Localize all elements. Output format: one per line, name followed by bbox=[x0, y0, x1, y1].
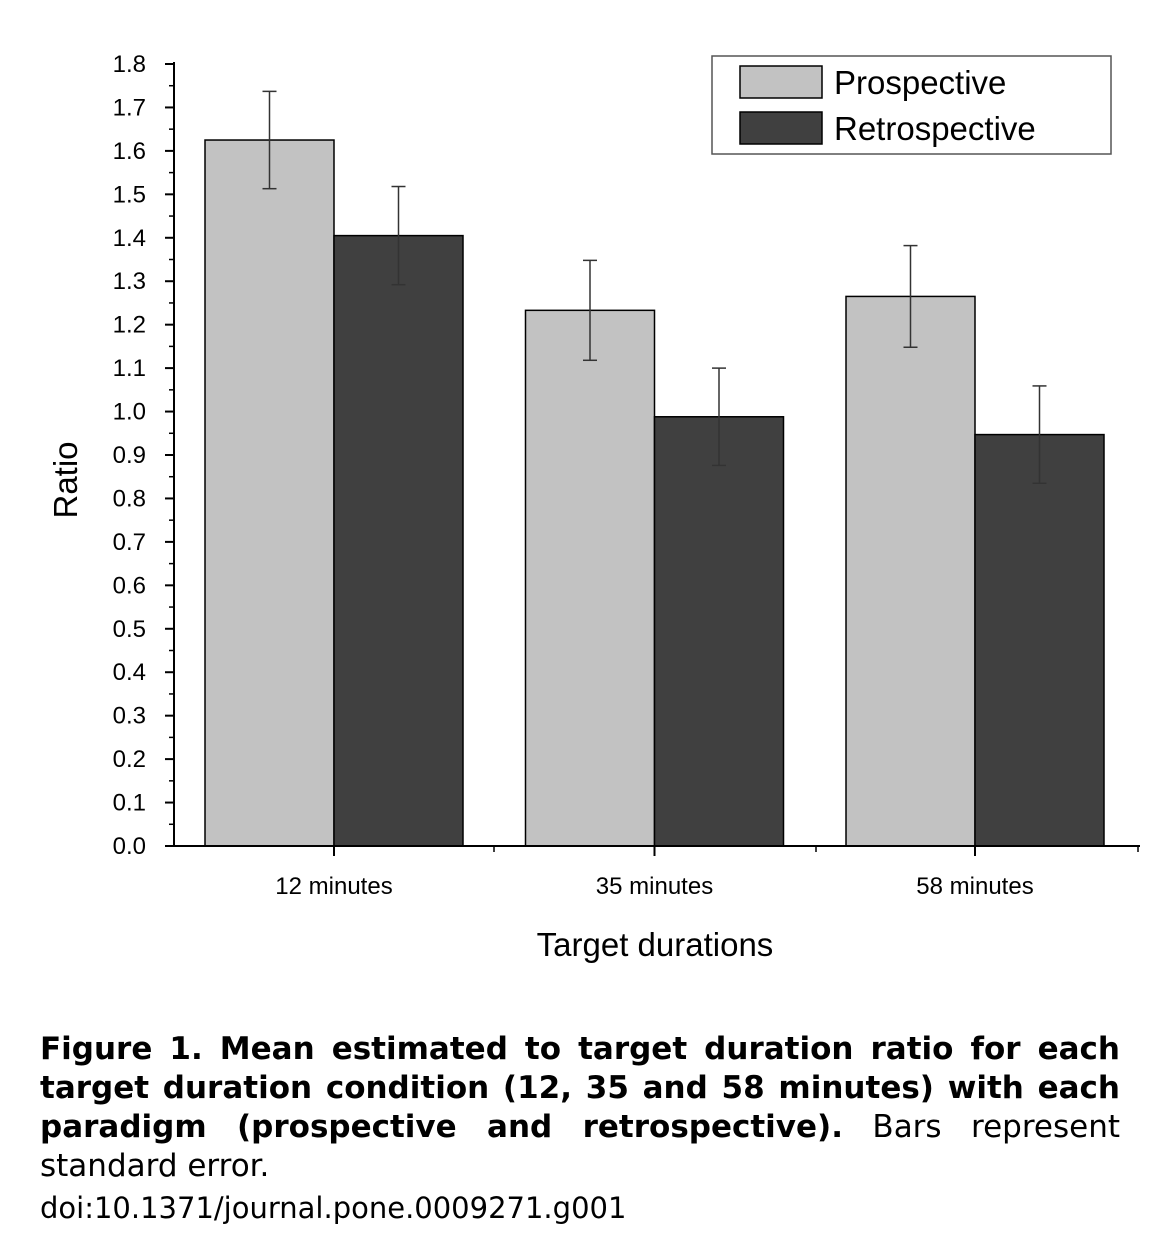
bar-retrospective-0 bbox=[333, 234, 464, 847]
y-tick-label: 0.5 bbox=[113, 616, 146, 643]
y-tick-label: 0.0 bbox=[113, 833, 146, 860]
y-tick-label: 0.1 bbox=[113, 790, 146, 817]
y-tick-label: 1.1 bbox=[113, 355, 146, 382]
y-tick-label: 1.8 bbox=[113, 51, 146, 78]
y-tick-label: 1.3 bbox=[113, 268, 146, 295]
caption-body: Bars represent standard error. bbox=[40, 1109, 1120, 1184]
x-axis-title: Target durations bbox=[537, 926, 774, 963]
y-axis-ticks: 0.0 0.1 0.2 0.3 0.4 0.5 0.6 0.7 0.8 0.9 1.0 1.1 1.2 1… bbox=[113, 51, 174, 860]
caption-lead: Figure 1. Mean estimated to target durat… bbox=[40, 1031, 1120, 1145]
y-tick-label: 0.2 bbox=[113, 746, 146, 773]
y-tick-label: 0.4 bbox=[113, 659, 146, 686]
y-axis-title: Ratio bbox=[47, 441, 84, 518]
legend: Prospective Retrospective bbox=[711, 55, 1112, 155]
y-tick-label: 1.0 bbox=[113, 399, 146, 426]
y-tick-label: 0.7 bbox=[113, 529, 146, 556]
figure-caption: Figure 1. Mean estimated to target durat… bbox=[40, 1030, 1120, 1186]
bar-retrospective-1 bbox=[653, 416, 785, 847]
y-tick-label: 1.5 bbox=[113, 181, 146, 208]
x-tick-label: 58 minutes bbox=[916, 873, 1033, 900]
y-tick-label: 1.2 bbox=[113, 312, 146, 339]
y-tick-label: 0.9 bbox=[113, 442, 146, 469]
y-tick-label: 1.4 bbox=[113, 225, 146, 252]
bar-chart: 0.0 0.1 0.2 0.3 0.4 0.5 0.6 0.7 0.8 0.9 1.0 1.1 1.2 1… bbox=[47, 51, 1140, 963]
bar-prospective-1 bbox=[524, 309, 656, 847]
y-tick-label: 1.7 bbox=[113, 94, 146, 121]
legend-swatch-prospective bbox=[739, 65, 823, 99]
bars bbox=[204, 139, 1105, 847]
y-tick-label: 1.6 bbox=[113, 138, 146, 165]
bar-retrospective-2 bbox=[974, 433, 1105, 847]
y-tick-label: 0.3 bbox=[113, 703, 146, 730]
legend-swatch-retrospective bbox=[739, 111, 823, 145]
bar-prospective-2 bbox=[845, 295, 976, 847]
y-tick-label: 0.6 bbox=[113, 572, 146, 599]
x-tick-label: 35 minutes bbox=[596, 873, 713, 900]
x-axis-ticks: 12 minutes 35 minutes 58 minutes bbox=[275, 846, 1139, 900]
y-tick-label: 0.8 bbox=[113, 485, 146, 512]
legend-label-retrospective: Retrospective bbox=[834, 110, 1036, 147]
x-tick-label: 12 minutes bbox=[275, 873, 392, 900]
bar-prospective-0 bbox=[204, 139, 335, 847]
legend-label-prospective: Prospective bbox=[834, 64, 1006, 101]
doi-text: doi:10.1371/journal.pone.0009271.g001 bbox=[40, 1191, 627, 1225]
error-bars bbox=[262, 90, 1047, 484]
